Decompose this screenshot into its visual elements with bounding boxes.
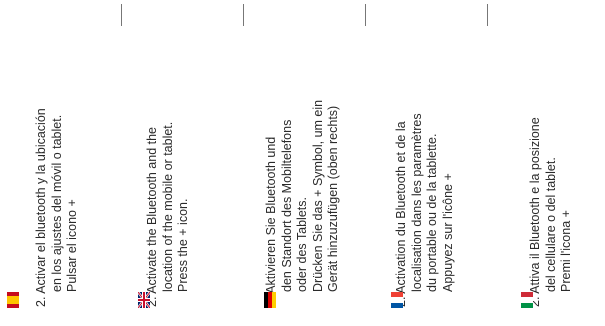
- instruction-column-es: 2. Activar el bluetooth y la ubicación e…: [0, 0, 121, 326]
- instruction-line: den Standort des Mobiltelefons: [279, 119, 294, 292]
- instruction-line: 2. Activate the Bluetooth and the: [145, 127, 159, 307]
- instruction-line: Drücken Sie das + Symbol, um ein: [310, 99, 325, 292]
- instruction-line: Pulsar el icono +: [65, 199, 79, 292]
- instruction-text-en: 2. Activate the Bluetooth and the locati…: [145, 7, 192, 307]
- instruction-line: 2. Aktivieren Sie Bluetooth und: [264, 136, 278, 307]
- instruction-column-en: 2. Activate the Bluetooth and the locati…: [122, 0, 243, 326]
- instruction-text-es: 2. Activar el bluetooth y la ubicación e…: [34, 7, 81, 307]
- instruction-line: oder des Tablets.: [295, 197, 309, 292]
- instruction-column-de: 2. Aktivieren Sie Bluetooth und den Stan…: [244, 0, 365, 326]
- france-flag-icon: [391, 292, 403, 308]
- instruction-line: du portable ou de la tablette.: [425, 133, 439, 292]
- instruction-text-it: 2. Attiva il Bluetooth e la posizione de…: [528, 7, 575, 307]
- instruction-column-fr: 2. Activation du Bluetooth et de la loca…: [366, 0, 487, 326]
- instruction-line: en los ajustes del móvil o tablet.: [49, 114, 64, 292]
- instruction-line: Appuyez sur l'icône +: [440, 173, 455, 292]
- column-divider: [365, 4, 366, 26]
- column-divider: [121, 4, 122, 26]
- instruction-column-it: 2. Attiva il Bluetooth e la posizione de…: [488, 0, 605, 326]
- instruction-line: 2. Activation du Bluetooth et de la: [394, 121, 408, 307]
- column-divider: [243, 4, 244, 26]
- instruction-line: localisation dans les paramètres: [409, 113, 424, 292]
- instruction-text-de: 2. Aktivieren Sie Bluetooth und den Stan…: [264, 7, 342, 307]
- uk-flag-icon: [138, 292, 150, 308]
- instruction-line: Premi l'icona +: [559, 210, 573, 292]
- germany-flag-icon: [264, 292, 276, 308]
- instruction-line: 2. Activar el bluetooth y la ubicación: [34, 108, 48, 307]
- instruction-line: Press the + icon.: [176, 198, 190, 292]
- italy-flag-icon: [521, 292, 533, 308]
- instruction-line: 2. Attiva il Bluetooth e la posizione: [528, 117, 542, 307]
- instruction-line: location of the mobile or tablet.: [160, 121, 175, 292]
- spain-flag-icon: [7, 292, 19, 308]
- instruction-line: Gerät hinzuzufügen (oben rechts): [326, 105, 340, 292]
- instruction-line: del cellulare o del tablet.: [543, 157, 558, 292]
- column-divider: [487, 4, 488, 26]
- instruction-text-fr: 2. Activation du Bluetooth et de la loca…: [394, 7, 456, 307]
